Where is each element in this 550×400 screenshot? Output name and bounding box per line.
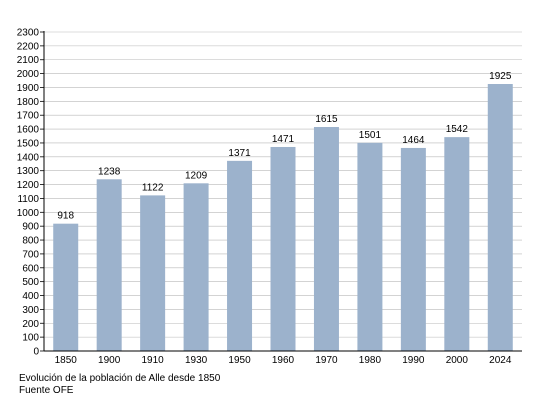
bar-1990 bbox=[400, 147, 426, 351]
x-tick-label-1850: 1850 bbox=[55, 355, 78, 366]
y-tick-label-300: 300 bbox=[22, 305, 39, 316]
y-tick-label-1200: 1200 bbox=[17, 180, 40, 191]
data-label-2024: 1925 bbox=[489, 71, 512, 82]
bar-2000 bbox=[444, 137, 470, 351]
y-tick-label-700: 700 bbox=[22, 249, 39, 260]
axes bbox=[40, 31, 522, 352]
bar-1980 bbox=[357, 142, 383, 351]
y-tick-label-1500: 1500 bbox=[17, 138, 40, 149]
data-label-1930: 1209 bbox=[185, 170, 208, 181]
caption-title: Evolución de la población de Alle desde … bbox=[19, 373, 221, 384]
y-tick-label-2000: 2000 bbox=[17, 69, 40, 80]
x-tick-labels: 1850 1900 1910 1930 1950 1960 1970 1980 1990 2000… bbox=[55, 355, 512, 366]
bar-2024 bbox=[487, 84, 513, 352]
y-tick-label-2100: 2100 bbox=[17, 55, 40, 66]
bars bbox=[53, 84, 513, 352]
x-tick-label-1970: 1970 bbox=[315, 355, 338, 366]
x-tick-label-1980: 1980 bbox=[359, 355, 382, 366]
y-tick-label-600: 600 bbox=[22, 263, 39, 274]
data-label-1980: 1501 bbox=[359, 130, 382, 141]
bar-1950 bbox=[227, 160, 253, 351]
y-tick-label-1800: 1800 bbox=[17, 97, 40, 108]
y-tick-label-2200: 2200 bbox=[17, 41, 40, 52]
x-tick-label-1900: 1900 bbox=[98, 355, 121, 366]
x-tick-label-2000: 2000 bbox=[446, 355, 469, 366]
data-label-1990: 1464 bbox=[402, 135, 425, 146]
y-tick-label-1400: 1400 bbox=[17, 152, 40, 163]
y-tick-label-1100: 1100 bbox=[17, 194, 39, 205]
x-tick-label-1930: 1930 bbox=[185, 355, 208, 366]
y-tick-label-1000: 1000 bbox=[17, 208, 40, 219]
y-tick-label-800: 800 bbox=[22, 236, 39, 247]
bar-1930 bbox=[183, 183, 209, 351]
data-label-1900: 1238 bbox=[98, 166, 121, 177]
bar-1970 bbox=[313, 127, 339, 351]
y-tick-label-500: 500 bbox=[22, 277, 39, 288]
bar-1960 bbox=[270, 146, 296, 351]
x-tick-label-1990: 1990 bbox=[402, 355, 425, 366]
data-label-2000: 1542 bbox=[446, 124, 469, 135]
y-tick-label-1600: 1600 bbox=[17, 125, 40, 136]
x-tick-label-2024: 2024 bbox=[489, 355, 512, 366]
data-label-1910: 1122 bbox=[142, 182, 164, 193]
bar-1900 bbox=[96, 179, 122, 351]
data-label-1950: 1371 bbox=[228, 148, 251, 159]
y-tick-label-1700: 1700 bbox=[17, 111, 40, 122]
y-tick-labels: 0 100 200 300 400 500 600 700 800 900 1000 1100 1200… bbox=[17, 28, 40, 358]
y-tick-label-2300: 2300 bbox=[17, 28, 40, 39]
x-tick-label-1910: 1910 bbox=[142, 355, 165, 366]
data-label-1970: 1615 bbox=[315, 114, 338, 125]
y-tick-label-0: 0 bbox=[33, 347, 39, 358]
y-tick-label-1900: 1900 bbox=[17, 83, 40, 94]
data-label-1850: 918 bbox=[57, 211, 74, 222]
y-tick-label-1300: 1300 bbox=[17, 166, 40, 177]
x-tick-label-1950: 1950 bbox=[228, 355, 251, 366]
data-labels: 918 1238 1122 1209 1371 1471 1615 1501 1464 1542 1… bbox=[57, 71, 511, 222]
y-tick-label-400: 400 bbox=[22, 291, 39, 302]
y-tick-label-900: 900 bbox=[22, 222, 39, 233]
x-tick-label-1960: 1960 bbox=[272, 355, 295, 366]
bar-1910 bbox=[140, 195, 166, 351]
caption-source: Fuente OFE bbox=[19, 385, 74, 396]
y-tick-label-100: 100 bbox=[22, 333, 39, 344]
bar-1850 bbox=[53, 223, 79, 351]
data-label-1960: 1471 bbox=[272, 134, 295, 145]
y-tick-label-200: 200 bbox=[22, 319, 39, 330]
